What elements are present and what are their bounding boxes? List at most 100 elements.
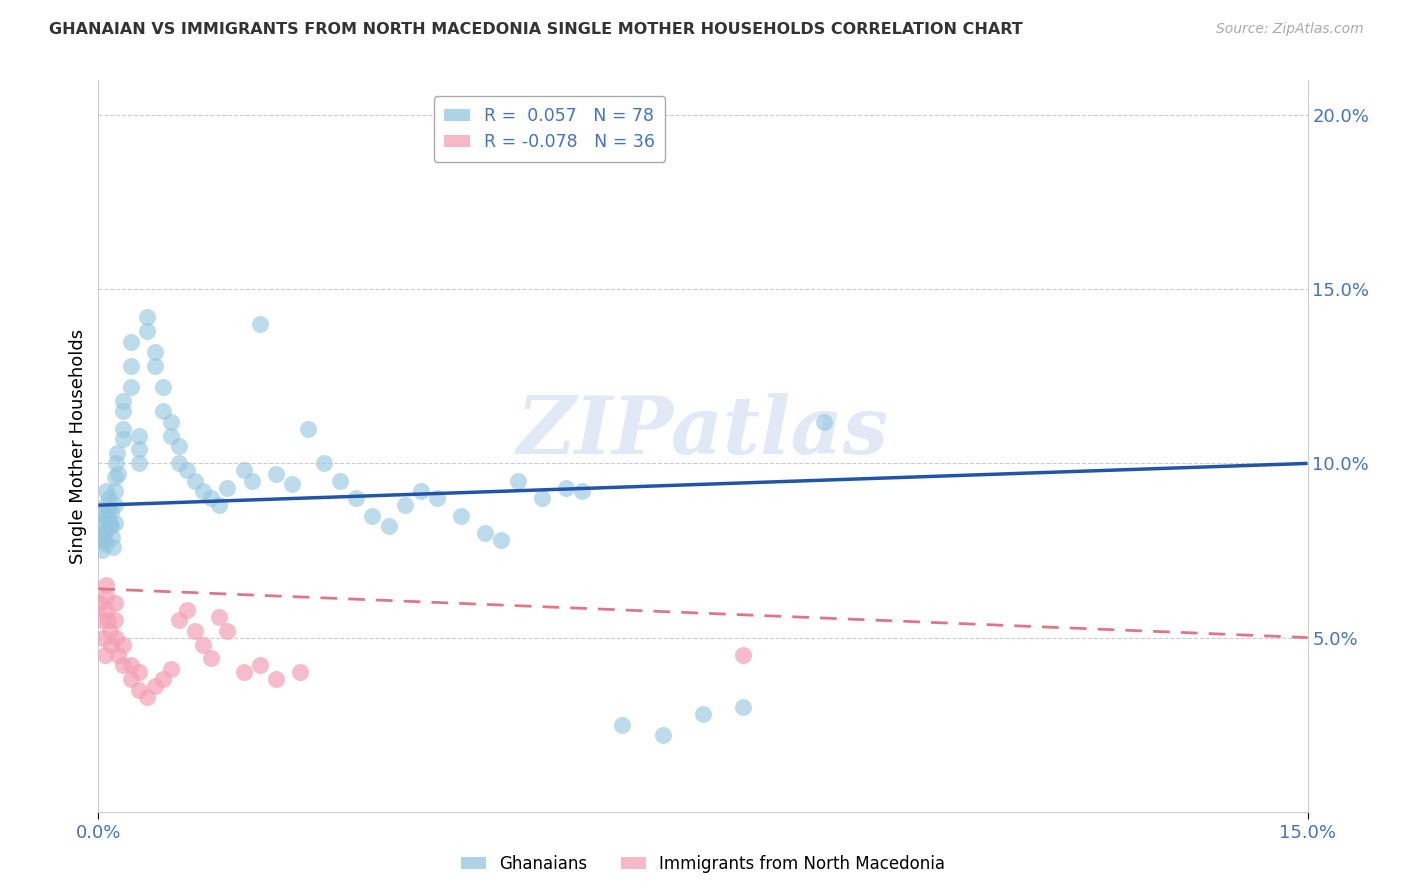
Point (111, 393, 134, 408)
Point (135, 324, 157, 338)
Point (160, 415, 183, 429)
Text: Source: ZipAtlas.com: Source: ZipAtlas.com (1216, 22, 1364, 37)
Point (128, 457, 150, 471)
Point (105, 631, 128, 645)
Point (651, 728, 673, 742)
Point (314, 457, 336, 471)
Point (152, 380, 174, 394)
Point (240, 474, 263, 488)
Point (167, 439, 190, 453)
Y-axis label: Single Mother Households: Single Mother Households (69, 328, 87, 564)
Point (98, 624, 121, 638)
Point (103, 470, 125, 484)
Point (232, 665, 254, 680)
Point (143, 679, 166, 693)
Point (152, 404, 174, 418)
Point (733, 648, 755, 662)
Point (184, 624, 207, 638)
Point (474, 526, 496, 541)
Point (612, 717, 634, 731)
Point (128, 665, 150, 680)
Point (571, 484, 593, 499)
Point (97, 501, 120, 516)
Point (98, 516, 121, 530)
Point (450, 508, 472, 523)
Point (96, 603, 118, 617)
Point (167, 457, 190, 471)
Point (89, 519, 111, 533)
Point (89, 596, 111, 610)
Point (217, 624, 239, 638)
Point (91, 543, 114, 558)
Point (90, 613, 112, 627)
Point (361, 508, 384, 523)
Point (200, 651, 222, 665)
Point (135, 690, 157, 704)
Point (128, 442, 150, 457)
Point (96, 578, 118, 592)
Point (111, 658, 134, 673)
Point (93, 516, 115, 530)
Point (506, 474, 529, 488)
Point (232, 463, 254, 477)
Point (91, 631, 114, 645)
Point (94, 648, 117, 662)
Point (249, 658, 271, 673)
Text: GHANAIAN VS IMMIGRANTS FROM NORTH MACEDONIA SINGLE MOTHER HOUSEHOLDS CORRELATION: GHANAIAN VS IMMIGRANTS FROM NORTH MACEDO… (49, 22, 1024, 37)
Point (176, 463, 198, 477)
Point (200, 491, 222, 506)
Point (90, 530, 112, 544)
Point (100, 505, 122, 519)
Point (394, 498, 416, 512)
Point (91, 533, 114, 547)
Point (97, 491, 120, 506)
Point (103, 484, 125, 499)
Point (107, 648, 129, 662)
Point (97, 613, 120, 627)
Point (184, 474, 207, 488)
Point (409, 484, 432, 499)
Point (733, 700, 755, 714)
Point (128, 682, 150, 697)
Point (217, 481, 239, 495)
Point (103, 516, 125, 530)
Point (128, 428, 150, 442)
Legend: Ghanaians, Immigrants from North Macedonia: Ghanaians, Immigrants from North Macedon… (454, 848, 952, 880)
Point (152, 673, 174, 687)
Point (377, 519, 399, 533)
Point (105, 457, 128, 471)
Point (96, 484, 118, 499)
Point (264, 467, 287, 481)
Point (288, 665, 311, 680)
Point (101, 530, 124, 544)
Point (143, 359, 166, 373)
Point (103, 596, 125, 610)
Point (103, 498, 125, 512)
Point (100, 519, 122, 533)
Point (344, 491, 367, 506)
Point (111, 432, 134, 446)
Point (167, 613, 190, 627)
Point (160, 662, 183, 676)
Legend: R =  0.057   N = 78, R = -0.078   N = 36: R = 0.057 N = 78, R = -0.078 N = 36 (433, 96, 665, 161)
Point (813, 415, 835, 429)
Point (100, 638, 122, 652)
Point (120, 673, 142, 687)
Point (120, 334, 142, 349)
Point (96, 498, 118, 512)
Text: ZIPatlas: ZIPatlas (517, 392, 889, 470)
Point (96, 589, 118, 603)
Point (160, 428, 183, 442)
Point (264, 673, 287, 687)
Point (101, 540, 124, 554)
Point (193, 484, 215, 499)
Point (143, 345, 166, 359)
Point (692, 707, 714, 722)
Point (105, 446, 128, 460)
Point (193, 638, 215, 652)
Point (555, 481, 578, 495)
Point (120, 658, 142, 673)
Point (90, 505, 112, 519)
Point (107, 467, 129, 481)
Point (329, 474, 352, 488)
